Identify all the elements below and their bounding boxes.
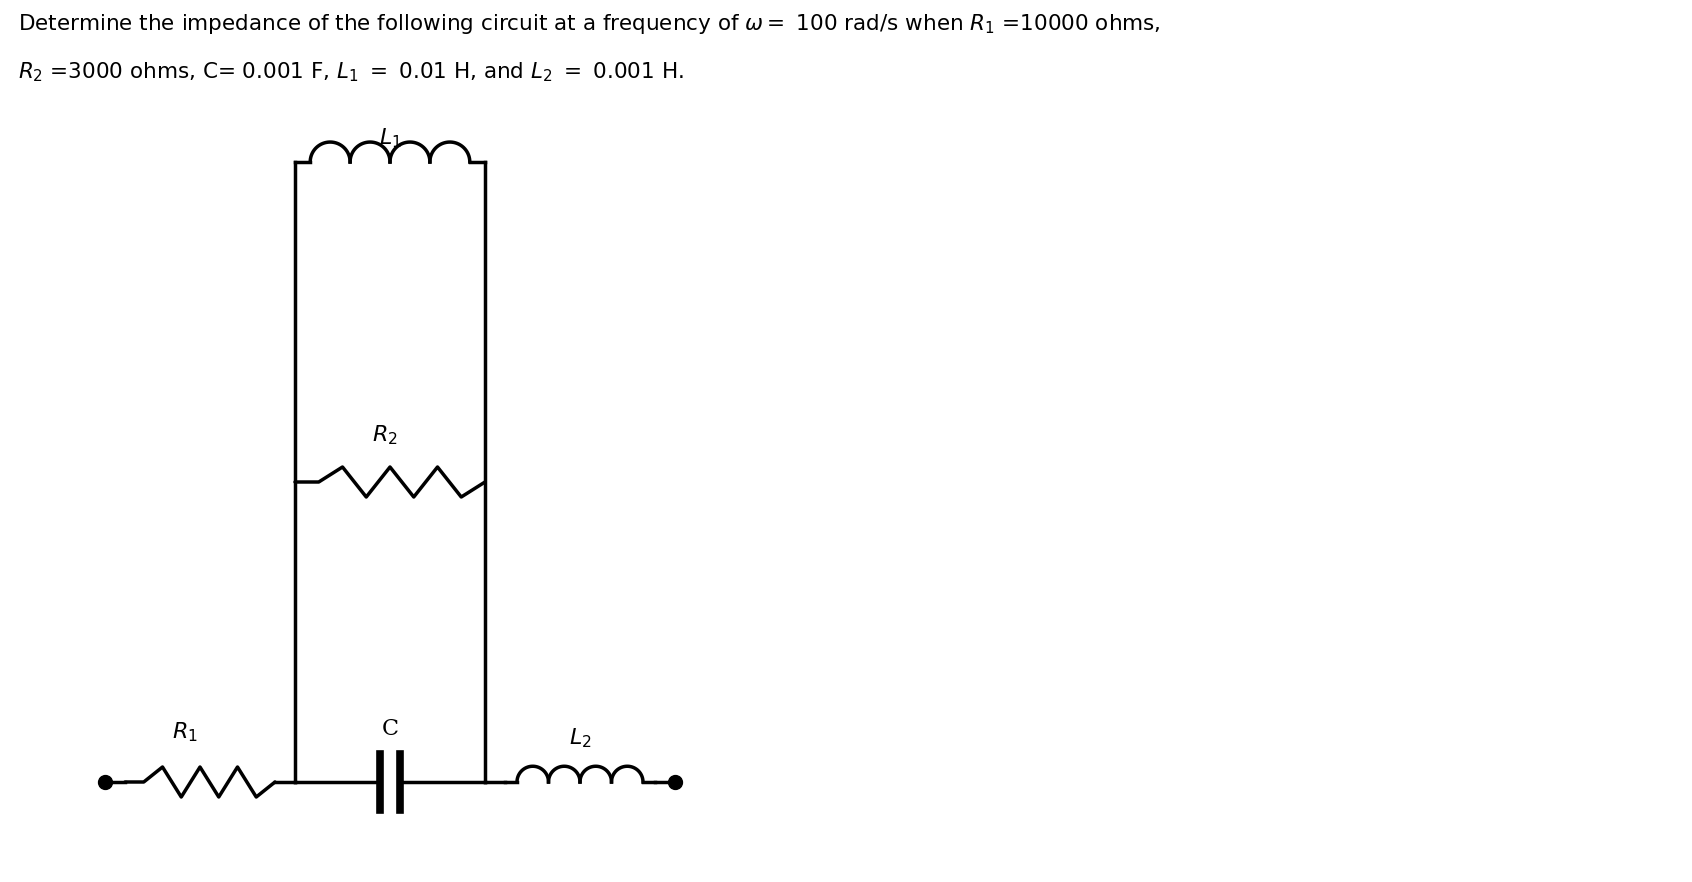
Text: Determine the impedance of the following circuit at a frequency of $\omega = $ 1: Determine the impedance of the following… (19, 12, 1161, 36)
Text: $R_1$: $R_1$ (173, 721, 198, 744)
Text: $L_2$: $L_2$ (569, 727, 591, 750)
Text: $L_1$: $L_1$ (379, 126, 401, 150)
Text: C: C (381, 718, 399, 740)
Text: $R_2$: $R_2$ (372, 423, 398, 447)
Text: $R_2$ =3000 ohms, C= 0.001 F, $L_1$ $=$ 0.01 H, and $L_2$ $=$ 0.001 H.: $R_2$ =3000 ohms, C= 0.001 F, $L_1$ $=$ … (19, 60, 684, 84)
